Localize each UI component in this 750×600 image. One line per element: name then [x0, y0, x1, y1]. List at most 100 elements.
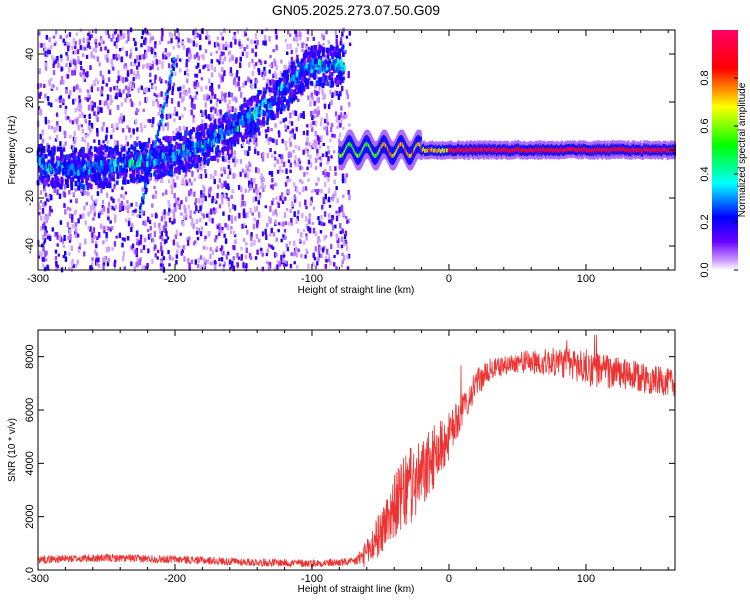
spectrogram-speckle: [46, 96, 50, 102]
spectrogram-speckle: [175, 229, 179, 235]
spectrogram-band-speckle: [147, 165, 151, 171]
spectrogram-speckle: [106, 49, 110, 54]
spectrogram-band-speckle: [196, 132, 200, 138]
spectrogram-speckle: [63, 130, 66, 135]
spectrogram-speckle: [175, 127, 178, 133]
spectrogram-band-speckle: [249, 101, 253, 107]
spectrogram-ridge-cell: [144, 161, 147, 168]
spectrogram-speckle: [71, 218, 74, 223]
spectrogram-speckle: [327, 104, 331, 110]
spectrogram-band-speckle: [37, 146, 41, 153]
spectrogram-speckle: [216, 158, 220, 163]
spectrogram-speckle: [172, 82, 176, 87]
spectrogram-speckle: [105, 246, 108, 253]
spectrogram-speckle: [166, 122, 169, 128]
spectrogram-speckle: [225, 159, 228, 163]
spectrogram-speckle: [297, 146, 300, 150]
spectrogram-speckle: [207, 34, 211, 41]
spectrogram-speckle: [243, 149, 247, 156]
spectrogram-speckle: [112, 127, 115, 133]
spectrogram-speckle: [92, 55, 96, 60]
spectrogram-speckle: [255, 79, 259, 84]
spectrogram-band-speckle: [103, 182, 107, 187]
spectrogram-speckle: [222, 51, 225, 56]
spectrogram-speckle: [120, 194, 123, 198]
spectrogram-speckle: [317, 91, 320, 95]
spectrogram-speckle: [123, 32, 126, 39]
spectrogram-speckle: [245, 51, 248, 58]
spectrogram-speckle: [149, 72, 152, 77]
spectrogram-speckle: [226, 114, 229, 119]
spectrogram-speckle: [244, 225, 248, 229]
spectrogram-speckle: [341, 259, 344, 264]
spectrogram-speckle: [339, 112, 343, 119]
spectrogram-speckle: [298, 201, 302, 208]
spectrogram-speckle: [226, 174, 230, 179]
spectrogram-speckle: [48, 79, 51, 85]
spectrogram-speckle: [248, 180, 251, 186]
spectrogram-ridge-cell: [108, 161, 111, 168]
spectrogram-speckle: [124, 97, 127, 103]
spectrogram-speckle: [339, 91, 342, 97]
spectrogram-band-speckle: [303, 51, 307, 56]
spectrogram-speckle: [213, 211, 216, 215]
spectrogram-speckle: [277, 202, 280, 209]
spectrogram-speckle: [151, 213, 154, 218]
spectrogram-speckle: [73, 59, 76, 64]
spectrogram-ridge-cell: [232, 120, 235, 127]
spectrogram-band-speckle: [192, 154, 196, 160]
spectrogram-band-speckle: [42, 148, 46, 154]
spectrogram-band-speckle: [94, 153, 98, 160]
spectrogram-speckle: [200, 203, 204, 210]
spectrogram-speckle: [247, 188, 251, 193]
spectrogram-band-speckle: [300, 59, 304, 64]
spectrogram-speckle: [151, 64, 154, 70]
spectrogram-ridge-cell: [63, 160, 67, 167]
spectrogram-band-speckle: [251, 107, 254, 112]
spectrogram-speckle: [291, 110, 295, 115]
spectrogram-speckle: [79, 106, 82, 113]
spectrogram-speckle: [199, 218, 202, 223]
spectrogram-speckle: [196, 155, 199, 161]
spectrogram-speckle: [169, 114, 172, 119]
spectrogram-speckle: [184, 216, 187, 221]
spectrogram-band-speckle: [122, 147, 126, 152]
spectrogram-speckle: [59, 54, 63, 59]
spectrogram-speckle: [51, 227, 54, 232]
spectrogram-speckle: [184, 207, 187, 214]
spectrogram-band-speckle: [74, 148, 78, 153]
spectrogram-band-speckle: [41, 178, 45, 184]
spectrogram-speckle: [265, 133, 268, 139]
spectrogram-speckle: [67, 94, 71, 99]
spectrogram-speckle: [305, 223, 309, 229]
spectrogram-speckle: [134, 41, 137, 47]
spectrogram-band-speckle: [292, 96, 296, 102]
spectrogram-speckle: [125, 150, 128, 155]
spectrogram-speckle: [176, 54, 179, 61]
spectrogram-speckle: [326, 118, 329, 122]
spectrogram-speckle: [182, 220, 185, 227]
spectrogram-speckle: [111, 205, 114, 210]
spectrogram-speckle: [274, 28, 278, 35]
spectrogram-speckle: [136, 127, 139, 132]
spectrogram-speckle: [92, 199, 95, 205]
spectrogram-band-speckle: [239, 132, 242, 138]
spectrogram-band-speckle: [108, 177, 112, 183]
spectrogram-speckle: [249, 207, 252, 214]
spectrogram-speckle: [173, 192, 176, 199]
spectrogram-speckle: [45, 34, 49, 40]
spectrogram-speckle: [114, 140, 117, 145]
spectrogram-speckle: [340, 119, 343, 125]
spectrogram-speckle: [307, 263, 310, 269]
spectrogram-speckle: [102, 140, 105, 144]
spectrogram-speckle: [294, 29, 297, 34]
spectrogram-speckle: [54, 30, 58, 35]
spectrogram-band-speckle: [80, 148, 83, 154]
spectrogram-band-speckle: [249, 131, 253, 138]
spectrogram-speckle: [302, 149, 305, 155]
spectrogram-band-speckle: [218, 118, 221, 125]
spectrogram-speckle: [64, 209, 67, 215]
spectrogram-speckle: [316, 106, 320, 111]
spectrogram-band-speckle: [187, 163, 191, 170]
spectrogram-speckle: [335, 215, 339, 222]
